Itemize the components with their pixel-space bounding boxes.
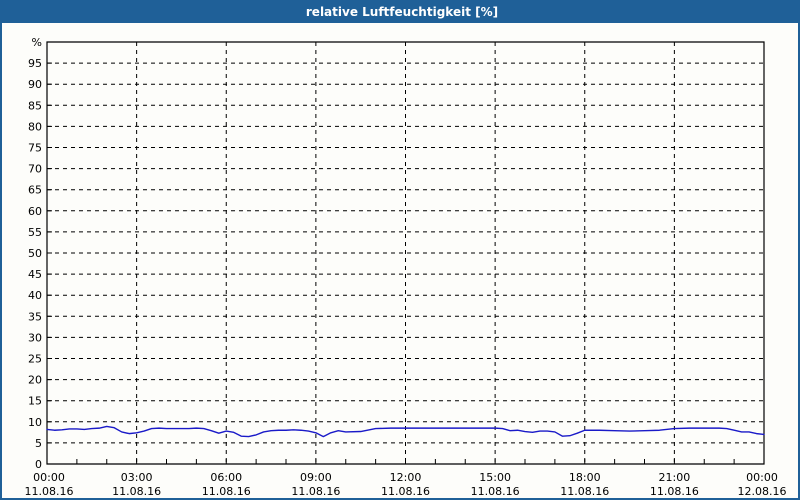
y-axis-label: 5 xyxy=(35,437,42,450)
x-axis-time-label: 06:00 xyxy=(210,471,242,484)
x-axis-time-label: 21:00 xyxy=(659,471,691,484)
y-axis-label: 70 xyxy=(28,163,42,176)
y-axis-label: 55 xyxy=(28,226,42,239)
y-axis-label: 40 xyxy=(28,289,42,302)
y-axis-label: 50 xyxy=(28,247,42,260)
x-axis-time-label: 00:00 xyxy=(33,471,65,484)
x-axis-date-label: 11.08.16 xyxy=(381,485,430,498)
page-title: relative Luftfeuchtigkeit [%] xyxy=(305,5,499,19)
x-axis-time-label: 18:00 xyxy=(569,471,601,484)
y-axis-label: 60 xyxy=(28,205,42,218)
y-axis-label: % xyxy=(32,36,42,49)
chart-plot-area: % 95 90 85 80 75 70 65 60 55 50 45 40 35 30 25 20 15 10 5 0 … xyxy=(2,23,798,498)
y-axis-ticks xyxy=(47,41,52,465)
x-axis-ticks xyxy=(46,459,765,464)
y-axis-label: 35 xyxy=(28,310,42,323)
y-axis-label: 0 xyxy=(35,458,42,471)
x-axis-date-label: 11.08.16 xyxy=(25,485,74,498)
y-axis-label: 45 xyxy=(28,268,42,281)
y-axis-label: 15 xyxy=(28,395,42,408)
window-title-bar: relative Luftfeuchtigkeit [%] xyxy=(2,2,798,23)
x-axis-labels: 00:0011.08.1603:0011.08.1606:0011.08.160… xyxy=(25,471,787,498)
y-axis-label: 85 xyxy=(28,99,42,112)
x-axis-date-label: 11.08.16 xyxy=(202,485,251,498)
x-axis-date-label: 11.08.16 xyxy=(471,485,520,498)
x-axis-date-label: 11.08.16 xyxy=(291,485,340,498)
y-axis-label: 90 xyxy=(28,78,42,91)
x-axis-time-label: 00:00 xyxy=(746,471,778,484)
y-axis-label: 75 xyxy=(28,142,42,155)
x-axis-time-label: 12:00 xyxy=(390,471,422,484)
x-axis-time-label: 03:00 xyxy=(121,471,153,484)
y-axis-label: 30 xyxy=(28,331,42,344)
y-axis-label: 20 xyxy=(28,374,42,387)
x-axis-time-label: 15:00 xyxy=(479,471,511,484)
humidity-series-line xyxy=(46,425,765,438)
x-axis-time-label: 09:00 xyxy=(300,471,332,484)
y-axis-label: 25 xyxy=(28,353,42,366)
y-axis-label: 10 xyxy=(28,416,42,429)
x-axis-date-label: 11.08.16 xyxy=(650,485,699,498)
y-axis-label: 80 xyxy=(28,120,42,133)
humidity-line-chart: %95908580757065605550454035302520151050 … xyxy=(25,36,787,498)
x-axis-date-label: 11.08.16 xyxy=(560,485,609,498)
y-axis-label: 65 xyxy=(28,184,42,197)
x-axis-date-label: 12.08.16 xyxy=(738,485,787,498)
x-axis-date-label: 11.08.16 xyxy=(112,485,161,498)
vertical-gridlines xyxy=(136,42,675,464)
plot-frame xyxy=(46,41,765,465)
y-axis-label: 95 xyxy=(28,57,42,70)
